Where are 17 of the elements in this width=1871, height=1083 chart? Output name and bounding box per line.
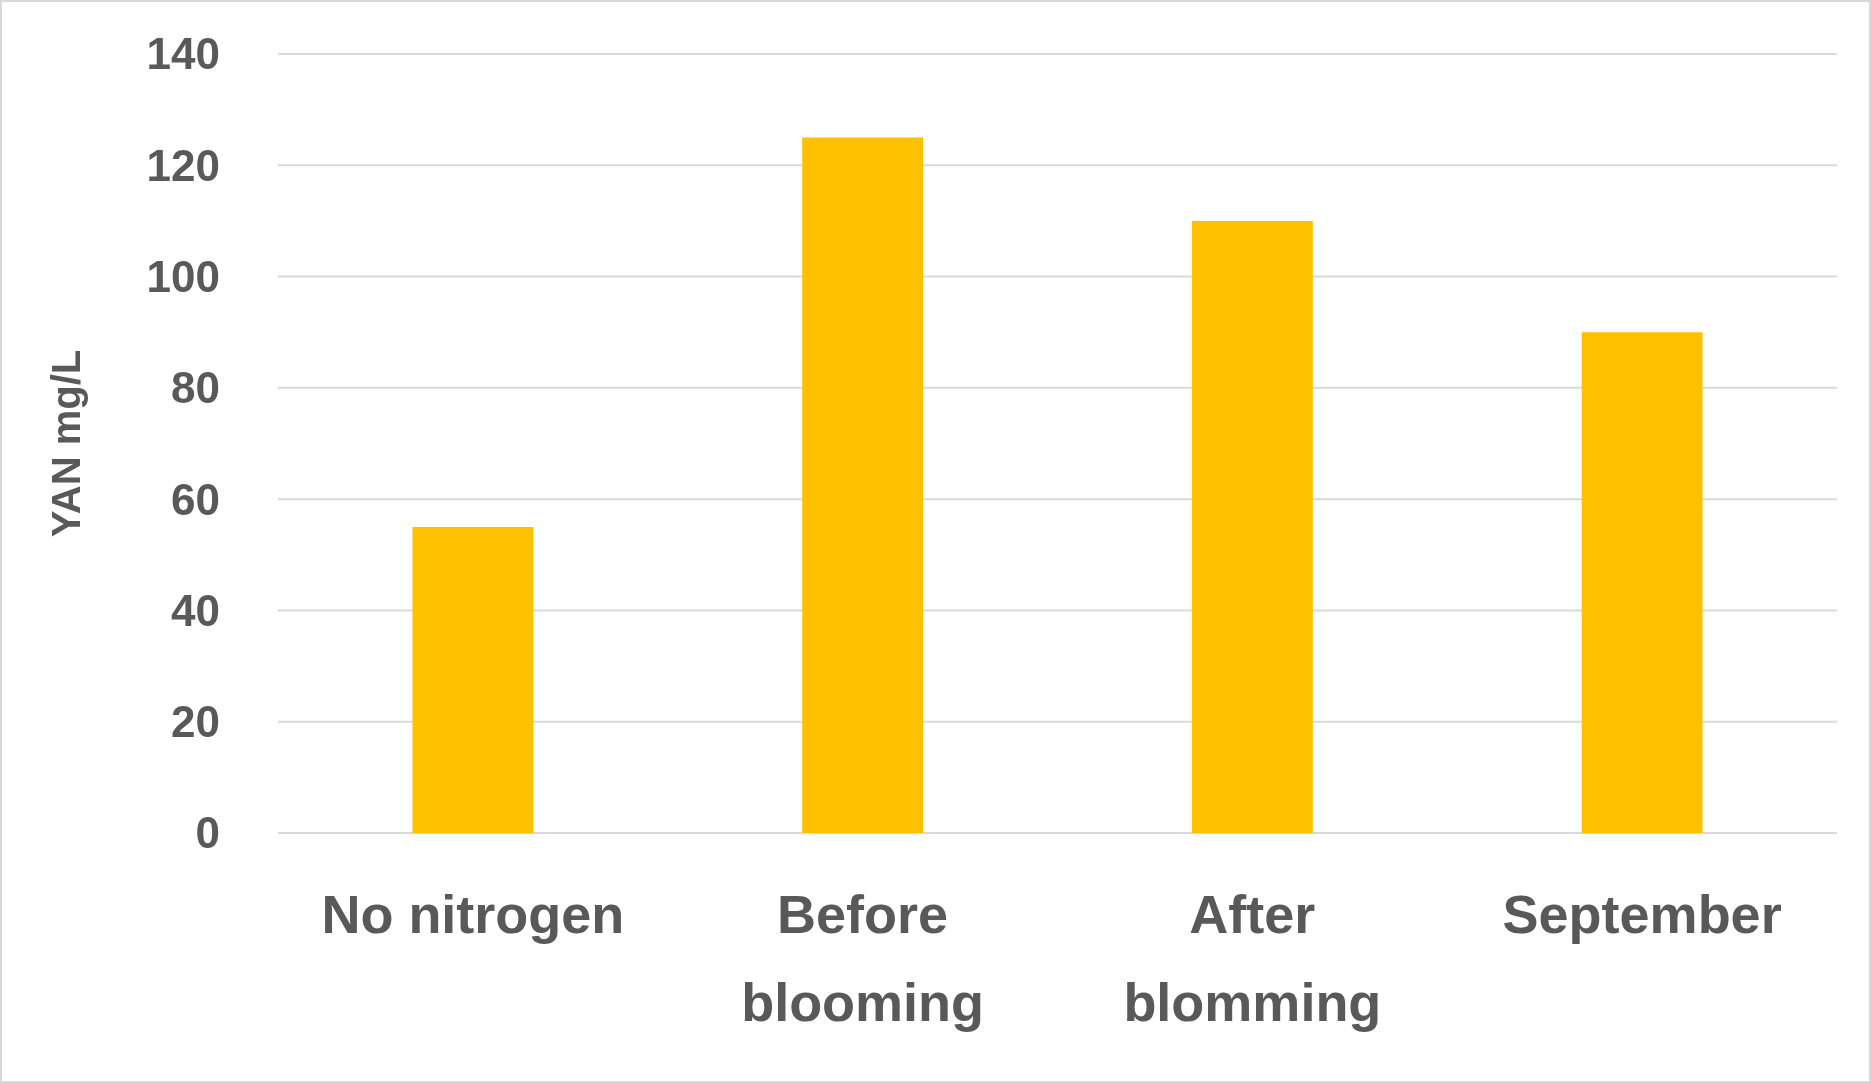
y-tick-label: 140 <box>146 29 220 79</box>
bar <box>1191 220 1313 833</box>
x-tick-label: September <box>1502 884 1782 944</box>
y-tick-label: 120 <box>146 140 220 190</box>
y-axis-title: YAN mg/L <box>44 349 88 538</box>
y-tick-label: 60 <box>171 474 220 524</box>
x-tick-label: Before blooming <box>741 884 985 1032</box>
y-tick-label: 20 <box>171 697 220 747</box>
x-tick-label: No nitrogen <box>321 884 625 944</box>
bar <box>412 526 534 833</box>
bar <box>1581 332 1703 833</box>
y-tick-label: 80 <box>171 363 220 413</box>
y-tick-label: 100 <box>146 251 220 301</box>
bar <box>802 137 924 833</box>
y-tick-label: 0 <box>195 808 220 858</box>
y-tick-label: 40 <box>171 585 220 635</box>
x-tick-label: After blomming <box>1123 884 1382 1032</box>
